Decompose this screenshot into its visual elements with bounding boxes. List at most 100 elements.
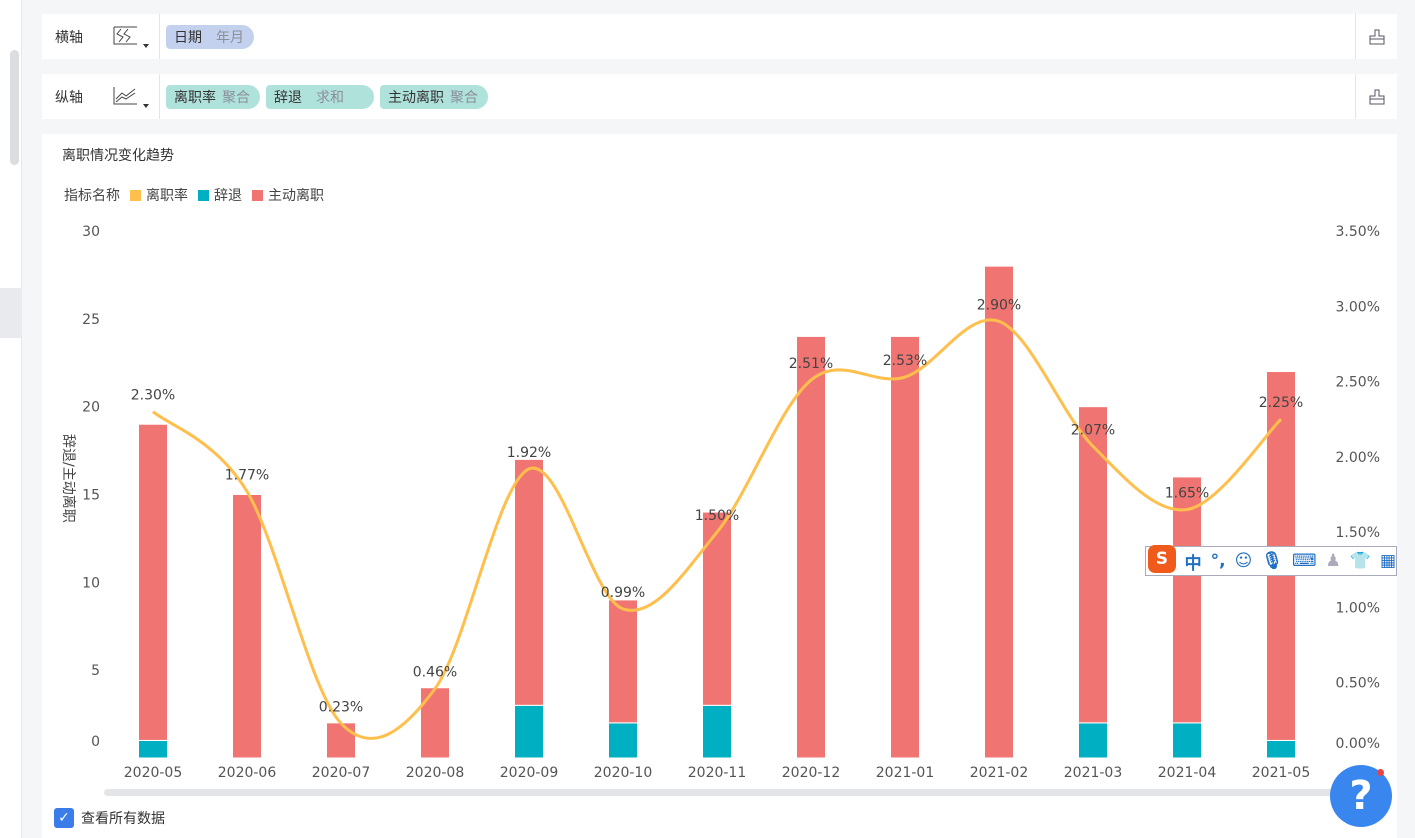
show-all-data-label: 查看所有数据 xyxy=(81,811,165,827)
bar-dismiss[interactable] xyxy=(1172,722,1202,759)
x-tick-label: 2020-08 xyxy=(406,765,465,781)
field-name: 主动离职 xyxy=(388,89,444,106)
legend-swatch-voluntary xyxy=(252,189,263,201)
chart-title: 离职情况变化趋势 xyxy=(62,148,174,164)
help-button[interactable]: ? xyxy=(1330,765,1392,827)
x-tick-label: 2021-01 xyxy=(876,765,935,781)
y2-tick-label: 0.50% xyxy=(1336,676,1380,692)
ime-punctuation-toggle[interactable]: °, xyxy=(1210,551,1226,571)
y-axis-label: 纵轴 xyxy=(55,89,83,106)
y2-tick-label: 2.50% xyxy=(1336,375,1380,391)
field-name: 辞退 xyxy=(274,89,302,106)
field-agg: 聚合 xyxy=(450,89,478,106)
x-tick-label: 2021-02 xyxy=(970,765,1029,781)
data-label-rate: 0.46% xyxy=(413,665,457,681)
left-scrollbar[interactable] xyxy=(10,50,19,165)
y2-tick-label: 0.00% xyxy=(1336,736,1380,752)
x-tick-label: 2020-07 xyxy=(312,765,371,781)
settings-button[interactable] xyxy=(1355,74,1397,119)
bar-dismiss[interactable] xyxy=(1266,739,1296,759)
bar-voluntary[interactable] xyxy=(608,599,638,724)
user-icon[interactable]: ♟ xyxy=(1325,551,1341,571)
data-label-rate: 0.99% xyxy=(601,585,645,601)
bar-voluntary[interactable] xyxy=(984,265,1014,759)
data-label-rate: 2.30% xyxy=(131,388,175,404)
bar-voluntary[interactable] xyxy=(796,335,826,759)
data-label-rate: 1.50% xyxy=(695,508,739,524)
legend: 指标名称 离职率 辞退 主动离职 xyxy=(64,185,324,205)
y-tick-label: 15 xyxy=(82,488,100,504)
field-pill-voluntary[interactable]: 主动离职 聚合 xyxy=(380,84,488,109)
y2-tick-label: 3.50% xyxy=(1336,224,1380,240)
field-pill-dismiss[interactable]: 辞退 求和 xyxy=(266,84,374,109)
checkmark-icon: ✓ xyxy=(54,808,74,828)
brush-icon xyxy=(1369,29,1384,44)
chevron-down-icon xyxy=(142,103,149,108)
bar-dismiss[interactable] xyxy=(514,704,544,759)
x-tick-label: 2020-10 xyxy=(594,765,653,781)
x-axis-row: 横轴 日期 年月 xyxy=(42,14,1397,59)
ime-language-toggle[interactable]: 中 xyxy=(1184,553,1202,574)
data-label-rate: 2.51% xyxy=(789,356,833,372)
x-tick-label: 2020-09 xyxy=(500,765,559,781)
skin-icon[interactable]: 👕 xyxy=(1349,551,1371,571)
show-all-data-checkbox[interactable]: ✓ 查看所有数据 xyxy=(54,808,165,828)
y-tick-label: 30 xyxy=(82,224,100,240)
bar-dismiss[interactable] xyxy=(138,739,168,759)
y-tick-label: 20 xyxy=(82,400,100,416)
bar-voluntary[interactable] xyxy=(1172,476,1202,724)
help-icon: ? xyxy=(1349,773,1373,819)
y-axis-title: 辞退/主动离职 xyxy=(60,434,77,523)
bar-voluntary[interactable] xyxy=(514,458,544,706)
bar-voluntary[interactable] xyxy=(326,722,356,759)
y2-tick-label: 2.00% xyxy=(1336,450,1380,466)
brush-icon xyxy=(1369,89,1384,104)
data-label-rate: 1.92% xyxy=(507,445,551,461)
field-agg: 聚合 xyxy=(222,89,250,106)
legend-swatch-rate xyxy=(130,189,141,201)
field-agg: 求和 xyxy=(316,89,344,106)
bar-voluntary[interactable] xyxy=(232,494,262,759)
axis-type-dropdown[interactable] xyxy=(102,14,160,59)
chevron-down-icon xyxy=(142,43,149,48)
data-label-rate: 1.77% xyxy=(225,467,269,483)
sogou-logo-icon: S xyxy=(1148,545,1176,573)
bar-dismiss[interactable] xyxy=(608,722,638,759)
legend-item-dismiss[interactable]: 辞退 xyxy=(214,188,242,204)
bar-voluntary[interactable] xyxy=(702,511,732,706)
data-label-rate: 2.53% xyxy=(883,353,927,369)
y2-tick-label: 3.00% xyxy=(1336,299,1380,315)
legend-item-voluntary[interactable]: 主动离职 xyxy=(268,188,324,204)
field-pill-date[interactable]: 日期 年月 xyxy=(166,24,254,49)
field-agg: 年月 xyxy=(216,29,244,46)
grid-menu-icon[interactable]: ▦ xyxy=(1379,551,1396,571)
field-pill-rate[interactable]: 离职率 聚合 xyxy=(166,84,260,109)
ime-toolbar[interactable]: S 中 °, ☺ 🎙 ⌨ ♟ 👕 ▦ xyxy=(1145,545,1397,576)
field-name: 离职率 xyxy=(174,89,216,106)
bar-voluntary[interactable] xyxy=(420,687,450,759)
left-panel xyxy=(0,0,22,838)
x-tick-label: 2020-05 xyxy=(124,765,183,781)
x-tick-label: 2021-04 xyxy=(1158,765,1217,781)
bar-dismiss[interactable] xyxy=(702,704,732,759)
settings-button[interactable] xyxy=(1355,14,1397,59)
y-tick-label: 10 xyxy=(82,575,100,591)
bar-dismiss[interactable] xyxy=(1078,722,1108,759)
bar-voluntary[interactable] xyxy=(890,335,920,759)
y-tick-label: 5 xyxy=(91,663,100,679)
emoji-icon[interactable]: ☺ xyxy=(1234,551,1253,571)
bar-voluntary[interactable] xyxy=(138,423,168,741)
field-name: 日期 xyxy=(174,29,202,46)
axis-type-dropdown[interactable] xyxy=(102,74,160,119)
left-selected-item[interactable] xyxy=(0,288,22,338)
legend-item-rate[interactable]: 离职率 xyxy=(146,188,188,204)
bar-voluntary[interactable] xyxy=(1078,406,1108,724)
chart-card: 离职情况变化趋势 指标名称 离职率 辞退 主动离职 0 5 10 15 20 25 30 0.… xyxy=(42,134,1397,838)
legend-title: 指标名称 xyxy=(64,188,120,204)
y-axis-row: 纵轴 离职率 聚合 辞退 求和 主动离职 聚合 xyxy=(42,74,1397,119)
data-label-rate: 1.65% xyxy=(1165,486,1209,502)
keyboard-icon[interactable]: ⌨ xyxy=(1291,551,1317,571)
data-label-rate: 0.23% xyxy=(319,699,363,715)
horizontal-scrollbar[interactable] xyxy=(104,789,1364,796)
microphone-icon[interactable]: 🎙 xyxy=(1261,551,1283,571)
